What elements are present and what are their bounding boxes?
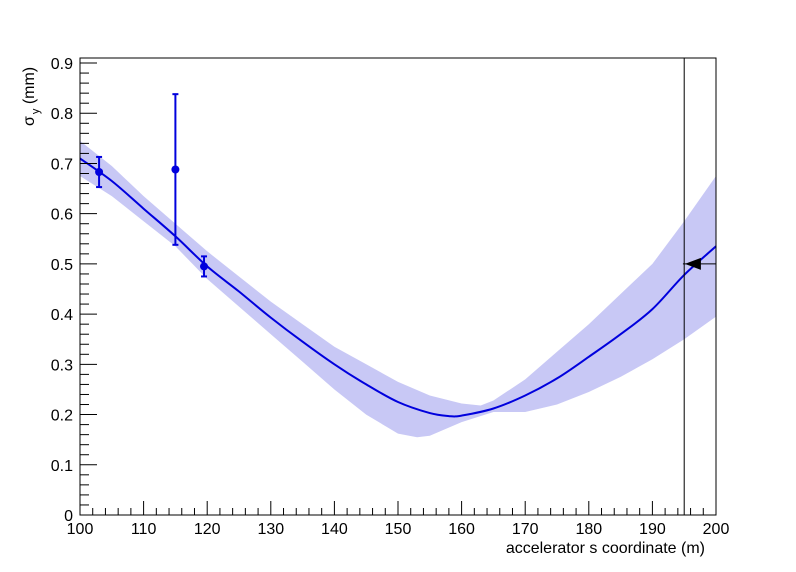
axis-ticks bbox=[79, 62, 717, 516]
y-tick-label: 0.2 bbox=[51, 408, 73, 425]
y-axis-title-subscript: y bbox=[30, 108, 42, 114]
y-tick-label: 0.3 bbox=[51, 357, 73, 374]
data-point-2 bbox=[171, 165, 180, 174]
marker-arrow bbox=[684, 257, 701, 270]
y-tick-label: 0.6 bbox=[51, 207, 73, 224]
data-point-1 bbox=[95, 167, 104, 176]
x-tick-label: 120 bbox=[194, 521, 221, 538]
data-points-layer bbox=[95, 93, 209, 278]
x-tick-label: 100 bbox=[67, 521, 94, 538]
fit-curve bbox=[79, 157, 717, 418]
x-axis-title: accelerator s coordinate (m) bbox=[506, 540, 705, 557]
marker-layer bbox=[682, 58, 716, 515]
y-tick-label: 0.4 bbox=[51, 307, 73, 324]
x-tick-label: 170 bbox=[512, 521, 539, 538]
y-tick-label: 0.1 bbox=[51, 458, 73, 475]
y-tick-label: 0.5 bbox=[51, 257, 73, 274]
y-tick-label: 0.9 bbox=[51, 56, 73, 73]
y-tick-label: 0 bbox=[64, 508, 73, 525]
x-tick-label: 110 bbox=[131, 521, 157, 538]
confidence-band bbox=[80, 140, 716, 438]
data-point-3 bbox=[200, 262, 209, 271]
tick-labels: 100 110 120 130 140 150 160 170 180 190 200 0 0.1 0.2… bbox=[51, 56, 730, 538]
x-tick-label: 190 bbox=[639, 521, 666, 538]
y-axis-title-symbol: σ bbox=[21, 116, 38, 126]
fit-curve-layer bbox=[79, 157, 717, 418]
y-tick-label: 0.8 bbox=[51, 106, 73, 123]
confidence-band-layer bbox=[80, 140, 716, 438]
x-tick-label: 160 bbox=[448, 521, 475, 538]
x-tick-label: 130 bbox=[257, 521, 284, 538]
x-tick-label: 150 bbox=[385, 521, 412, 538]
y-tick-label: 0.7 bbox=[51, 156, 73, 173]
y-axis-title: σy (mm) bbox=[21, 67, 42, 126]
x-tick-label: 140 bbox=[321, 521, 348, 538]
y-axis-title-unit: (mm) bbox=[21, 67, 38, 109]
x-tick-label: 180 bbox=[575, 521, 602, 538]
x-tick-label: 200 bbox=[703, 521, 730, 538]
